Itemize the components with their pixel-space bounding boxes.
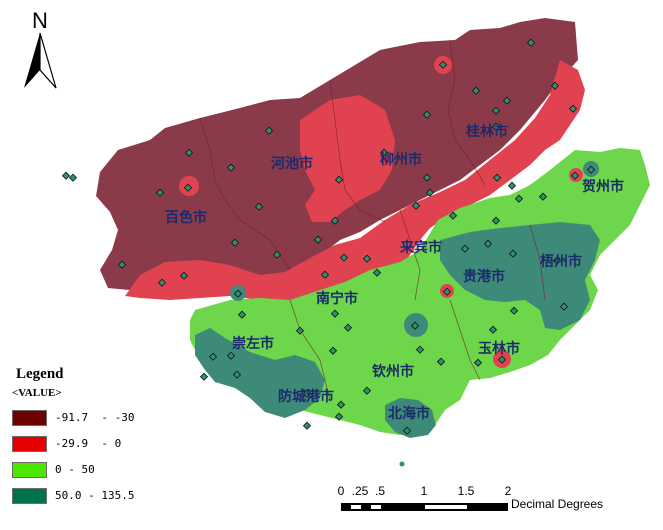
scale-segment: [371, 505, 381, 509]
region-class2: [300, 95, 395, 222]
legend-swatch: [12, 409, 47, 426]
scale-segment: [425, 505, 467, 509]
region-class2-band: [125, 60, 585, 305]
legend-label: -29.9 - 0: [55, 437, 122, 450]
scale-bar: 0 .25 .5 1 1.5 2 Decimal Degrees: [338, 484, 638, 524]
scale-tick: 0: [337, 484, 345, 498]
scale-tick: .25: [351, 484, 369, 498]
legend: Legend <VALUE> -91.7 - -30 -29.9 - 0 0 -…: [12, 366, 202, 508]
station-markers: [61, 38, 596, 435]
legend-item: -29.9 - 0: [12, 431, 202, 456]
region-class4-sw: [195, 328, 325, 418]
city-label-guilin: 桂林市: [465, 123, 508, 140]
region-class4-beihai: [385, 398, 436, 438]
scale-bar-graphic: [341, 503, 508, 511]
city-label-fangchenggang: 防城港市: [278, 388, 334, 405]
legend-label: 50.0 - 135.5: [55, 489, 135, 502]
city-label-laibin: 来宾市: [399, 239, 442, 256]
city-label-hezhou: 贺州市: [581, 178, 624, 195]
legend-field: <VALUE>: [12, 387, 62, 399]
scale-segment: [351, 505, 361, 509]
city-label-qinzhou: 钦州市: [372, 363, 414, 380]
scale-units: Decimal Degrees: [511, 497, 604, 511]
city-label-yulin: 玉林市: [478, 340, 520, 357]
city-label-hechi: 河池市: [271, 155, 313, 172]
city-label-guigang: 贵港市: [463, 268, 505, 285]
legend-swatch: [12, 487, 47, 504]
city-boundaries: [199, 39, 546, 401]
scale-tick: 1: [420, 484, 428, 498]
legend-item: 50.0 - 135.5: [12, 483, 202, 508]
legend-label: -91.7 - -30: [55, 411, 135, 424]
city-label-beihai: 北海市: [388, 405, 430, 422]
scale-tick: 1.5: [457, 484, 475, 498]
legend-label: 0 - 50: [55, 463, 95, 476]
scale-tick: 2: [504, 484, 512, 498]
legend-item: 0 - 50: [12, 457, 202, 482]
legend-swatch: [12, 461, 47, 478]
city-label-wuzhou: 梧州市: [540, 253, 582, 270]
legend-swatch: [12, 435, 47, 452]
city-label-nanning: 南宁市: [316, 290, 358, 307]
city-label-chongzuo: 崇左市: [232, 335, 274, 352]
city-label-baise: 百色市: [165, 209, 207, 226]
city-label-liuzhou: 柳州市: [380, 151, 422, 168]
legend-title: Legend: [16, 366, 64, 382]
north-arrow-icon: [24, 32, 57, 89]
region-class4-east: [440, 222, 600, 330]
north-label: N: [32, 8, 48, 33]
island: [399, 461, 405, 467]
scale-tick: .5: [374, 484, 386, 498]
city-labels: 桂林市 河池市 柳州市 贺州市 百色市 来宾市 贵港市 梧州市 南宁市 崇左市 …: [165, 123, 624, 422]
legend-item: -91.7 - -30: [12, 405, 202, 430]
